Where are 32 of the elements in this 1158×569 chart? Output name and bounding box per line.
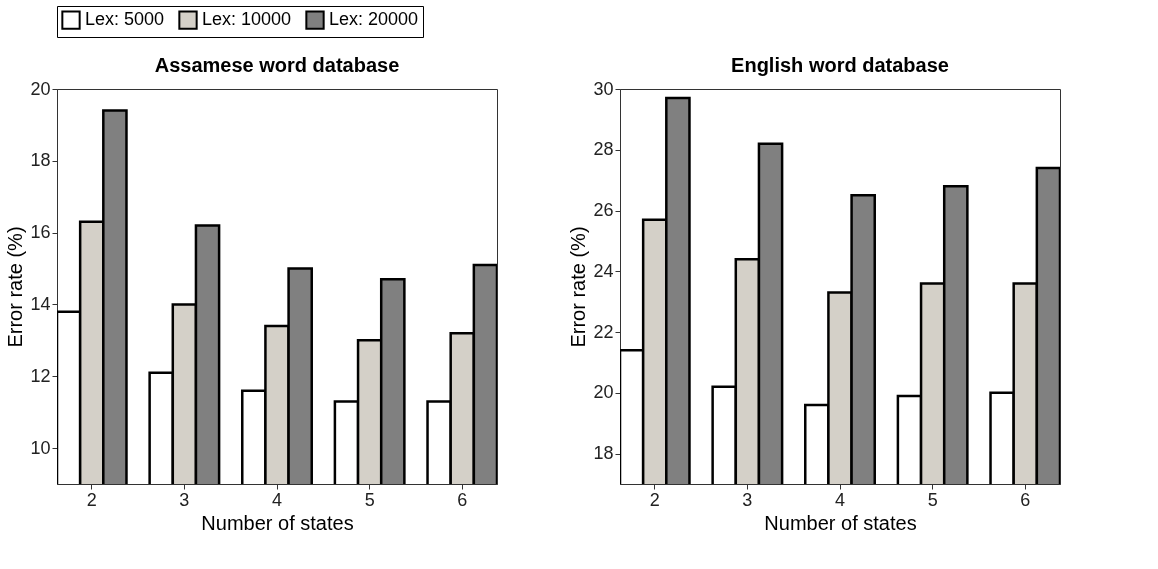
y-axis-title: Error rate (%)	[4, 226, 27, 348]
x-tick-label: 2	[86, 489, 97, 510]
x-tick-label: 6	[1020, 489, 1031, 510]
x-tick-label: 5	[927, 489, 938, 510]
y-tick-label: 28	[593, 139, 614, 160]
legend-label: Lex: 5000	[85, 9, 165, 30]
chart-title: English word database	[731, 54, 949, 76]
x-axis-title: Number of states	[764, 511, 917, 534]
legend-label: Lex: 10000	[202, 9, 292, 30]
y-tick-label: 18	[593, 443, 614, 464]
y-tick-label: 12	[30, 365, 51, 386]
y-tick-label: 20	[593, 382, 614, 403]
y-axis-title: Error rate (%)	[567, 226, 590, 348]
y-tick-label: 26	[593, 200, 614, 221]
y-tick-label: 16	[30, 222, 51, 243]
y-tick-label: 18	[30, 150, 51, 171]
y-tick-label: 10	[30, 437, 51, 458]
x-tick-label: 3	[742, 489, 753, 510]
x-tick-label: 4	[271, 489, 283, 510]
legend-label: Lex: 20000	[329, 9, 419, 30]
chart-title: Assamese word database	[154, 54, 400, 76]
y-tick-label: 14	[30, 293, 51, 314]
x-tick-label: 4	[834, 489, 846, 510]
x-tick-label: 2	[649, 489, 660, 510]
x-tick-label: 5	[364, 489, 375, 510]
y-tick-label: 22	[593, 321, 614, 342]
y-tick-label: 30	[593, 78, 614, 99]
y-tick-label: 20	[30, 78, 51, 99]
y-tick-label: 24	[593, 260, 614, 281]
x-tick-label: 3	[179, 489, 190, 510]
x-tick-label: 6	[457, 489, 468, 510]
x-axis-title: Number of states	[201, 511, 354, 534]
